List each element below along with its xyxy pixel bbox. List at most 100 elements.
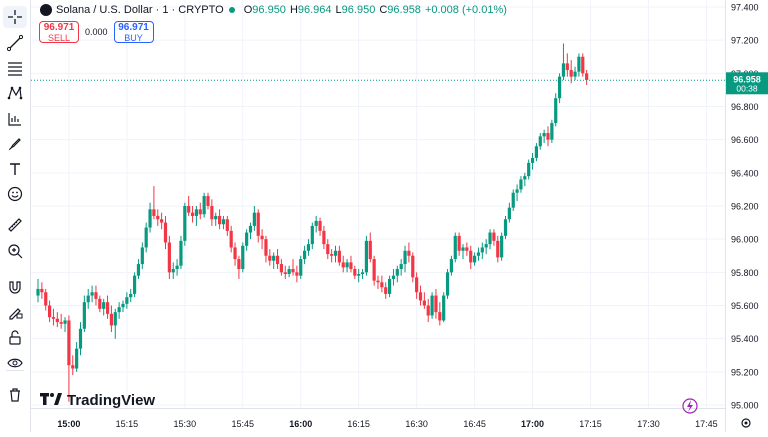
- candle-body: [279, 264, 284, 273]
- candle-body: [113, 312, 117, 326]
- y-tick-label: 95.200: [731, 367, 759, 377]
- candle-body: [105, 302, 110, 314]
- tool-emoji-icon[interactable]: [3, 183, 27, 205]
- tradingview-mark-icon: [40, 392, 62, 409]
- candle-body: [132, 275, 137, 294]
- candle-body: [561, 63, 566, 77]
- candle-body: [411, 255, 415, 278]
- tool-crosshair-icon[interactable]: [3, 6, 27, 28]
- candle-body: [492, 232, 496, 241]
- candle-body: [63, 320, 67, 324]
- candle-body: [557, 76, 562, 99]
- high-value: 96.964: [297, 4, 332, 16]
- candle-body: [171, 269, 175, 273]
- candle-body: [360, 272, 365, 274]
- candle-body: [438, 312, 442, 321]
- candle-body: [140, 247, 144, 265]
- candle-body: [391, 275, 396, 279]
- buy-price: 96.971: [118, 22, 149, 33]
- y-tick-label: 95.400: [731, 334, 759, 344]
- candle-body: [407, 250, 411, 256]
- candle-body: [422, 300, 426, 306]
- tool-trash-icon[interactable]: [3, 384, 27, 406]
- ruler-icon: [8, 218, 22, 232]
- tool-magnet-icon[interactable]: [3, 276, 27, 298]
- candle-body: [554, 98, 558, 124]
- candle-body: [295, 272, 299, 276]
- tool-ruler-icon[interactable]: [3, 214, 27, 236]
- x-tick-label: 17:15: [579, 419, 602, 429]
- candle-body: [310, 225, 314, 245]
- candle-body: [90, 292, 94, 296]
- tool-unlock-icon[interactable]: [3, 327, 27, 349]
- candle-body: [272, 255, 276, 261]
- candle-body: [241, 245, 245, 270]
- symbol-title[interactable]: Solana / U.S. Dollar · 1 · CRYPTO: [56, 4, 224, 16]
- tool-pattern-icon[interactable]: [3, 82, 27, 104]
- candle-body: [453, 235, 457, 260]
- tool-zoom-in-icon[interactable]: [3, 240, 27, 262]
- y-tick-label: 95.800: [731, 268, 759, 278]
- y-tick-label: 96.000: [731, 235, 759, 245]
- y-tick-label: 95.000: [731, 401, 759, 411]
- candle-body: [368, 240, 372, 260]
- candle-body: [94, 292, 98, 299]
- buy-button[interactable]: 96.971 BUY: [113, 21, 154, 43]
- candle-body: [275, 255, 280, 265]
- candle-body: [376, 280, 380, 283]
- candle-body: [187, 206, 191, 213]
- candle-body: [573, 71, 577, 77]
- candle-body: [534, 146, 539, 158]
- candle-body: [190, 212, 195, 216]
- candle-body: [152, 209, 156, 216]
- trade-panel: 96.971 SELL 0.000 96.971 BUY: [39, 21, 154, 43]
- candle-body: [476, 252, 481, 256]
- alert-bolt-glyph: [687, 400, 693, 412]
- tool-text-icon[interactable]: [3, 158, 27, 180]
- candle-body: [326, 244, 330, 255]
- candle-body: [210, 206, 214, 220]
- candle-body: [445, 272, 450, 296]
- candle-body: [214, 215, 218, 220]
- sell-price: 96.971: [43, 22, 75, 33]
- open-value: 96.950: [252, 4, 286, 16]
- unlock-icon: [9, 330, 21, 345]
- candle-body: [252, 212, 256, 226]
- candle-body: [245, 232, 249, 246]
- alert-bolt-icon[interactable]: [682, 398, 698, 414]
- candle-body: [527, 162, 531, 177]
- candle-body: [538, 136, 542, 147]
- trend-line-icon: [6, 34, 24, 52]
- candle-body: [82, 302, 86, 329]
- candle-body: [542, 133, 546, 137]
- candle-body: [183, 206, 187, 241]
- tool-forecast-icon[interactable]: [3, 108, 27, 130]
- tool-eye-icon[interactable]: [3, 352, 27, 374]
- candle-body: [569, 70, 573, 77]
- candle-body: [387, 278, 392, 294]
- x-tick-label: 17:30: [637, 419, 660, 429]
- chart-svg[interactable]: 95.000 95.200 95.400 95.600 95.800 96.000 96.2…: [31, 0, 768, 432]
- tool-brush-icon[interactable]: [3, 133, 27, 155]
- candle-body: [229, 230, 233, 248]
- tool-lock-drawing-icon[interactable]: [3, 301, 27, 323]
- tool-fib-retracement-icon[interactable]: [3, 57, 27, 79]
- sell-button[interactable]: 96.971 SELL: [39, 21, 79, 43]
- candle-body: [546, 133, 550, 140]
- candle-body: [287, 269, 291, 274]
- settings-gear-icon[interactable]: [741, 418, 751, 428]
- candle-body: [260, 235, 264, 240]
- settings-gear-center: [744, 421, 748, 425]
- chart-area[interactable]: 95.000 95.200 95.400 95.600 95.800 96.000 96.2…: [31, 0, 768, 432]
- candle-body: [117, 307, 121, 313]
- candle-body: [40, 288, 44, 293]
- candle-body: [256, 212, 260, 236]
- candle-body: [322, 230, 326, 245]
- candle-body: [581, 56, 585, 74]
- tradingview-logo[interactable]: TradingView: [40, 392, 155, 409]
- candle-body: [78, 328, 83, 349]
- candle-body: [86, 295, 90, 303]
- open-label: O: [243, 4, 253, 16]
- tool-trend-line-icon[interactable]: [3, 32, 27, 54]
- candle-body: [136, 264, 141, 276]
